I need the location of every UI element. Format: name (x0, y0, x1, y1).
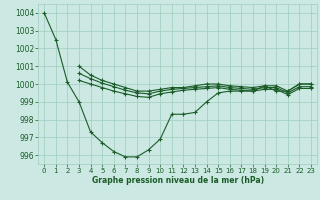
X-axis label: Graphe pression niveau de la mer (hPa): Graphe pression niveau de la mer (hPa) (92, 176, 264, 185)
